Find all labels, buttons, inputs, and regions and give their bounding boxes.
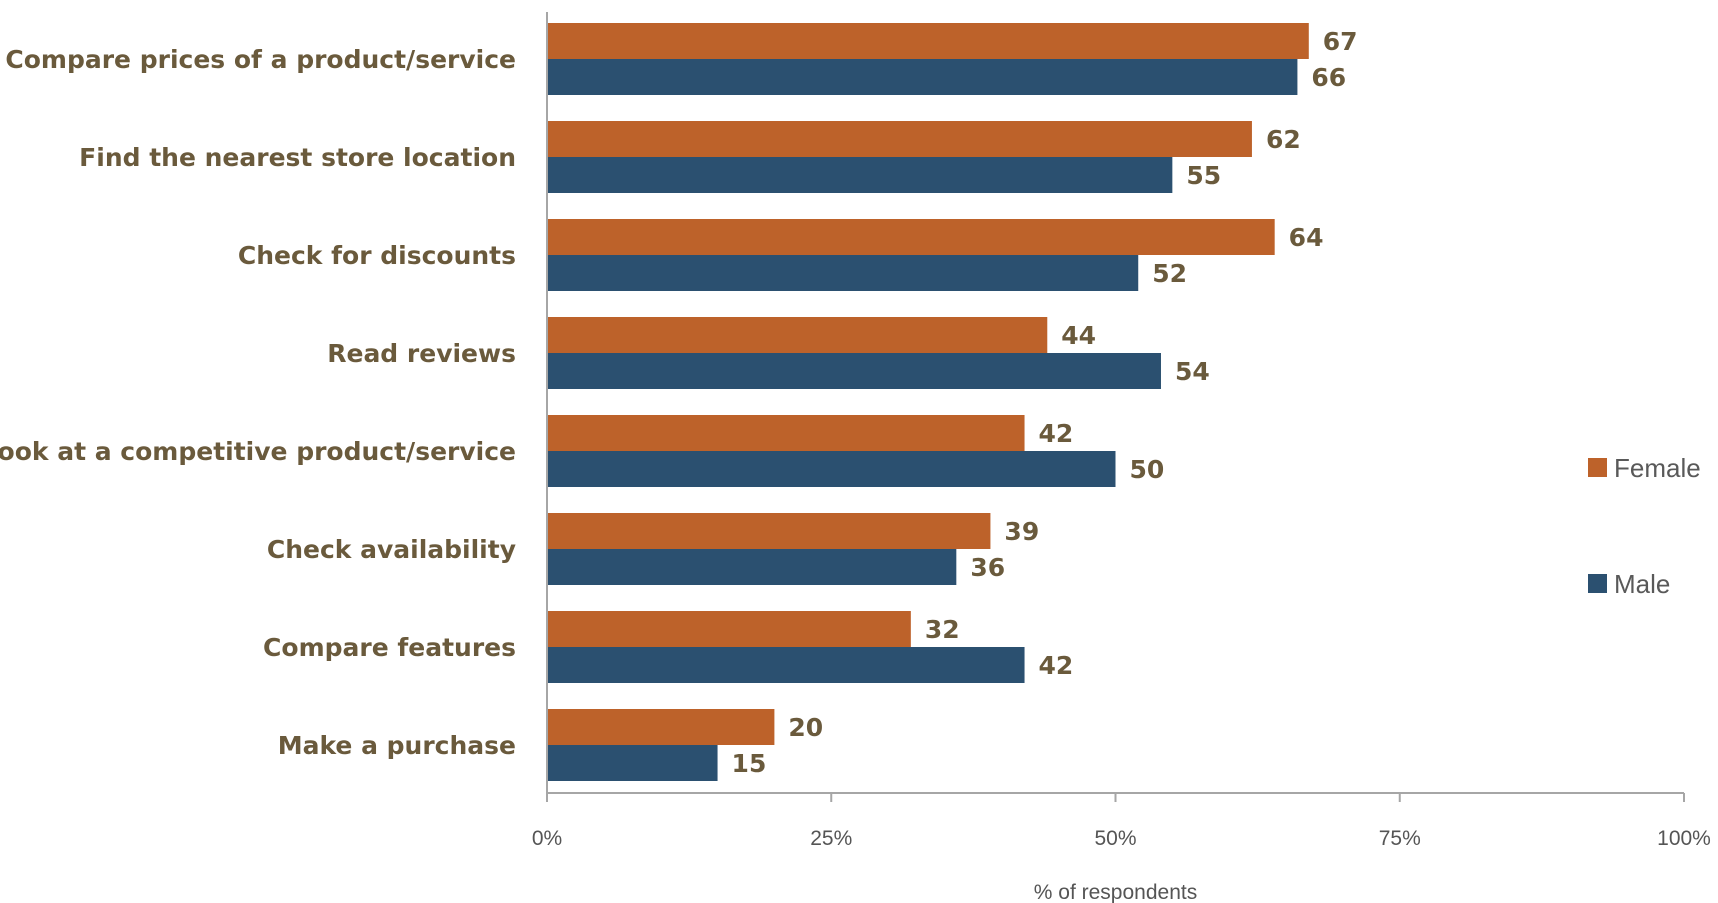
bar-female-6 — [547, 611, 911, 647]
bar-male-7 — [547, 745, 718, 781]
axes: 0% 25% 50% 75% 100% % of respondents — [532, 12, 1711, 903]
x-tick-label-0: 0% — [532, 827, 562, 850]
x-tick-label-4: 100% — [1657, 827, 1711, 850]
data-label-male-5: 36 — [970, 553, 1005, 582]
bar-female-2 — [547, 219, 1275, 255]
data-label-female-0: 67 — [1323, 27, 1358, 56]
data-label-male-7: 15 — [732, 749, 767, 778]
bar-male-2 — [547, 255, 1139, 291]
category-label-1: Find the nearest store location — [79, 143, 516, 172]
category-label-5: Check availability — [267, 535, 516, 564]
bar-female-3 — [547, 317, 1048, 353]
data-label-male-6: 42 — [1039, 651, 1074, 680]
x-tick-label-3: 75% — [1379, 827, 1421, 850]
legend: Female Male — [1588, 453, 1701, 599]
data-label-female-6: 32 — [925, 615, 960, 644]
category-label-0: Compare prices of a product/service — [5, 45, 516, 74]
bar-female-0 — [547, 23, 1309, 59]
bar-female-7 — [547, 709, 775, 745]
category-label-6: Compare features — [263, 633, 516, 662]
bars-layer — [547, 23, 1309, 781]
bar-female-4 — [547, 415, 1025, 451]
x-axis-title: % of respondents — [1034, 881, 1197, 903]
data-label-female-4: 42 — [1039, 419, 1074, 448]
data-label-female-5: 39 — [1004, 517, 1039, 546]
legend-swatch-male — [1588, 574, 1607, 593]
category-label-7: Make a purchase — [278, 731, 516, 760]
legend-swatch-female — [1588, 458, 1607, 477]
data-label-female-3: 44 — [1061, 321, 1096, 350]
category-label-3: Read reviews — [327, 339, 516, 368]
data-label-male-0: 66 — [1311, 63, 1346, 92]
x-tick-label-1: 25% — [810, 827, 852, 850]
bar-female-1 — [547, 121, 1252, 157]
legend-label-female: Female — [1614, 453, 1701, 483]
bar-male-6 — [547, 647, 1025, 683]
data-label-female-1: 62 — [1266, 125, 1301, 154]
labels-layer: 67 66 Compare prices of a product/service 6… — [0, 27, 1358, 778]
x-tick-label-2: 50% — [1094, 827, 1136, 850]
bar-male-0 — [547, 59, 1298, 95]
data-label-male-1: 55 — [1186, 161, 1221, 190]
bar-female-5 — [547, 513, 991, 549]
category-label-2: Check for discounts — [238, 241, 516, 270]
bar-male-1 — [547, 157, 1173, 193]
bar-male-5 — [547, 549, 957, 585]
data-label-male-4: 50 — [1130, 455, 1165, 484]
data-label-female-2: 64 — [1289, 223, 1324, 252]
category-label-4: Look at a competitive product/service — [0, 437, 516, 466]
bar-male-4 — [547, 451, 1116, 487]
data-label-male-3: 54 — [1175, 357, 1210, 386]
legend-label-male: Male — [1614, 569, 1670, 599]
data-label-female-7: 20 — [788, 713, 823, 742]
bar-male-3 — [547, 353, 1161, 389]
data-label-male-2: 52 — [1152, 259, 1187, 288]
